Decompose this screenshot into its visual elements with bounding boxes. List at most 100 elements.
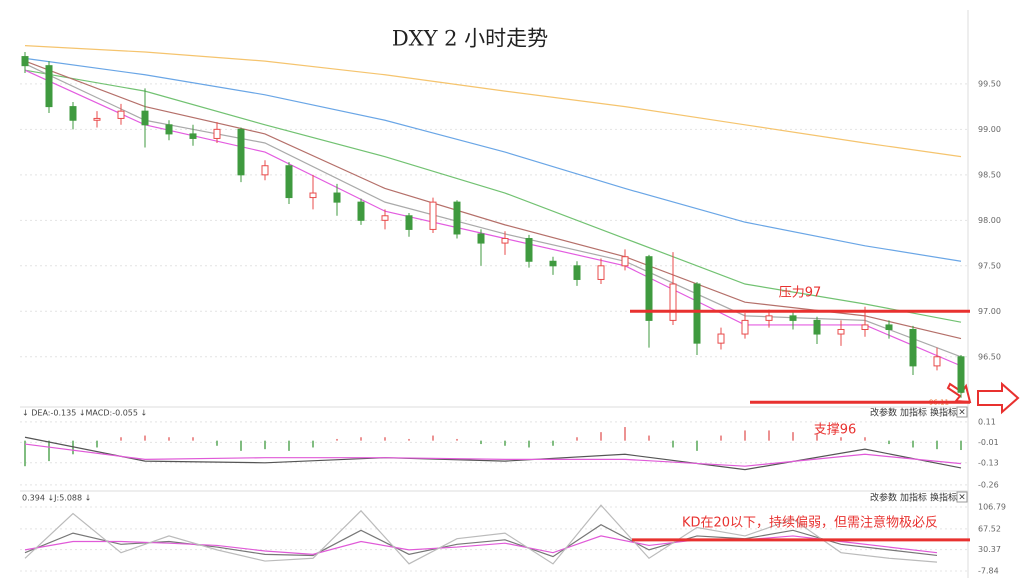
indicator-line	[24, 436, 962, 471]
toolbar-button[interactable]: 加指标	[900, 492, 927, 504]
macd-bar	[792, 432, 794, 441]
y-tick-label: -0.26	[978, 480, 999, 489]
macd-bar	[288, 440, 290, 451]
macd-bar	[912, 440, 914, 448]
toolbar-button[interactable]: 改参数	[870, 492, 897, 504]
macd-bar	[480, 440, 482, 445]
candle-body	[837, 328, 845, 335]
toolbar-button[interactable]: 换指标	[930, 492, 957, 504]
candle-body	[333, 192, 341, 203]
y-tick-label: 99.00	[978, 125, 1001, 134]
y-tick-label: 98.00	[978, 216, 1001, 225]
candle-body	[429, 201, 437, 230]
candle-body	[789, 315, 797, 321]
macd-bar	[744, 430, 746, 441]
y-tick-label: -0.01	[978, 438, 999, 447]
candle-body	[261, 165, 269, 176]
macd-bar	[264, 440, 266, 450]
macd-bar	[432, 435, 434, 441]
y-tick-label: -0.13	[978, 458, 999, 467]
candle-body	[141, 110, 149, 126]
indicator-line	[24, 443, 962, 467]
macd-bar	[552, 440, 554, 446]
macd-bar	[600, 432, 602, 441]
candle-body	[741, 319, 749, 335]
candle-body	[21, 56, 29, 67]
arrow	[977, 381, 1020, 415]
annotation-text: 压力97	[779, 286, 822, 301]
macd-bar	[624, 427, 626, 441]
candle-body	[237, 128, 245, 176]
macd-bar	[72, 440, 74, 455]
annotation-text: KD在20以下，持续偏弱，但需注意物极必反	[682, 515, 938, 531]
candle-body	[453, 201, 461, 235]
y-tick-label: 99.50	[978, 79, 1001, 88]
indicator-line	[24, 45, 962, 158]
annotation-text: 支撑96	[814, 423, 857, 438]
macd-bar	[24, 440, 26, 467]
indicator-line	[24, 524, 938, 558]
macd-bar	[336, 438, 338, 441]
candle-body	[933, 356, 941, 367]
indicator-header: ↓ DEA:-0.135 ↓MACD:-0.055 ↓	[22, 409, 147, 418]
macd-bar	[48, 440, 50, 462]
candle-body	[621, 256, 629, 267]
macd-bar	[888, 440, 890, 445]
macd-bar	[504, 440, 506, 446]
candle-body	[45, 65, 53, 108]
candle-body	[477, 233, 485, 244]
close-button[interactable]: ×	[958, 493, 966, 503]
candle-body	[525, 238, 533, 262]
candle-body	[645, 256, 653, 321]
macd-bar	[936, 440, 938, 450]
macd-bar	[528, 440, 530, 448]
macd-bar	[768, 430, 770, 441]
candle-body	[285, 165, 293, 199]
toolbar-button[interactable]: 换指标	[930, 407, 957, 419]
candle-body	[165, 124, 173, 135]
macd-bar	[576, 437, 578, 441]
y-tick-label: 98.50	[978, 170, 1001, 179]
candle-body	[957, 356, 965, 393]
macd-bar	[192, 437, 194, 441]
y-tick-label: 0.11	[978, 417, 996, 426]
macd-bar	[168, 437, 170, 441]
candle-body	[669, 283, 677, 321]
close-box[interactable]	[956, 491, 968, 503]
y-tick-label: 97.50	[978, 261, 1001, 270]
macd-bar	[384, 437, 386, 441]
y-tick-label: 96.50	[978, 352, 1001, 361]
macd-bar	[312, 440, 314, 448]
indicator-header: 0.394 ↓J:5.088 ↓	[22, 494, 91, 503]
candle-body	[909, 328, 917, 367]
candle-body	[549, 260, 557, 267]
candle-body	[93, 117, 101, 121]
close-box[interactable]	[956, 406, 968, 418]
candle-body	[861, 324, 869, 330]
macd-bar	[840, 437, 842, 441]
toolbar-button[interactable]: 加指标	[900, 407, 927, 419]
indicator-line	[24, 535, 938, 555]
y-tick-label: -7.84	[978, 567, 999, 576]
macd-bar	[120, 437, 122, 441]
macd-bar	[864, 437, 866, 441]
toolbar-button[interactable]: 改参数	[870, 407, 897, 419]
indicator-line	[24, 504, 938, 565]
macd-bar	[360, 437, 362, 441]
macd-bar	[408, 438, 410, 441]
macd-bar	[144, 435, 146, 441]
y-tick-label: 30.37	[978, 545, 1001, 554]
indicator-line	[24, 57, 962, 262]
macd-bar	[960, 440, 962, 451]
indicator-line	[24, 69, 962, 323]
close-button[interactable]: ×	[958, 408, 966, 418]
candle-body	[573, 265, 581, 280]
macd-bar	[240, 440, 242, 451]
candle-body	[309, 192, 317, 199]
macd-bar	[720, 435, 722, 441]
candle-body	[117, 110, 125, 119]
candle-body	[885, 324, 893, 330]
candle-body	[213, 128, 221, 139]
